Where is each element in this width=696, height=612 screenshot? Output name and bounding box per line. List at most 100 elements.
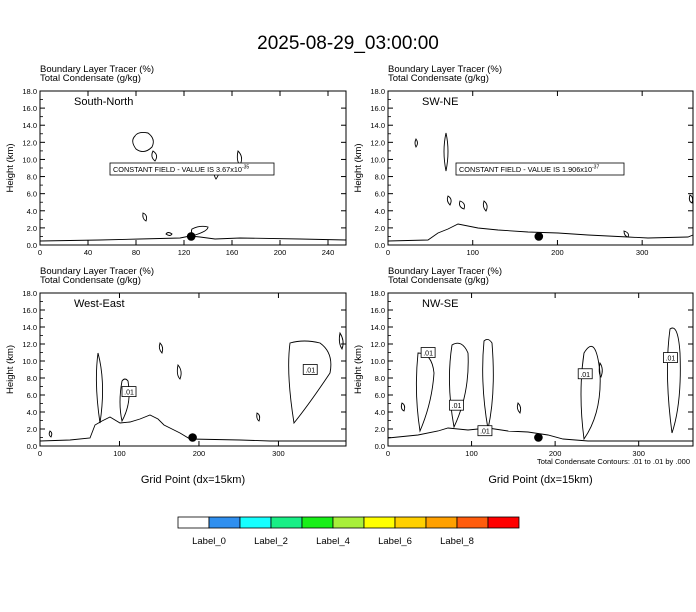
x-axis-label: Grid Point (dx=15km) <box>488 474 592 486</box>
contour-path <box>387 427 693 442</box>
contour-path <box>414 138 418 148</box>
colorbar-label: Label_6 <box>378 536 412 547</box>
contour-path <box>598 361 603 378</box>
chart-panel-2: Boundary Layer Tracer (%)Total Condensat… <box>353 64 694 257</box>
y-tick-label: 0.0 <box>27 442 37 451</box>
contour-path <box>688 194 694 204</box>
constant-field-exponent: -37 <box>592 165 599 171</box>
colorbar-cell <box>456 516 489 529</box>
panel-header-line2: Total Condensate (g/kg) <box>388 73 489 84</box>
figure-title: 2025-08-29_03:00:00 <box>257 33 439 54</box>
y-tick-label: 18.0 <box>370 87 385 96</box>
y-tick-label: 2.0 <box>375 425 385 434</box>
constant-field-note: CONSTANT FIELD - VALUE IS 1.906x10-37 <box>459 165 599 175</box>
y-tick-label: 6.0 <box>27 391 37 400</box>
y-tick-label: 14.0 <box>370 121 385 130</box>
y-tick-label: 8.0 <box>27 374 37 383</box>
plot-frame <box>39 292 347 447</box>
y-tick-label: 14.0 <box>22 121 37 130</box>
colorbar-label: Label_2 <box>254 536 288 547</box>
colorbar: Label_0 Label_2 Label_4 Label_6 Label_8 <box>177 516 520 547</box>
panel-title: SW-NE <box>422 96 458 108</box>
x-tick-label: 40 <box>84 248 92 257</box>
contour-label: .01 <box>423 351 433 358</box>
y-tick-label: 2.0 <box>375 224 385 233</box>
constant-field-box <box>109 162 275 176</box>
location-marker <box>186 232 196 241</box>
constant-field-note: CONSTANT FIELD - VALUE IS 3.67x10-35 <box>113 165 249 175</box>
y-tick-label: 0.0 <box>27 241 37 250</box>
y-tick-label: 12.0 <box>370 340 385 349</box>
y-axis-label: Height (km) <box>5 345 16 394</box>
contour-lines <box>387 132 694 242</box>
contour-label-box <box>663 352 678 364</box>
contour-footnote: Total Condensate Contours: .01 to .01 by… <box>537 457 690 466</box>
contour-path <box>95 352 104 424</box>
colorbar-cell <box>177 516 210 529</box>
contour-path <box>666 327 681 434</box>
x-tick-label: 0 <box>386 449 390 458</box>
y-tick-label: 12.0 <box>22 138 37 147</box>
contour-lines <box>387 327 693 442</box>
panel-header-line2: Total Condensate (g/kg) <box>40 275 141 286</box>
x-tick-label: 200 <box>549 449 562 458</box>
y-tick-label: 0.0 <box>375 442 385 451</box>
contour-path <box>459 200 465 210</box>
x-tick-label: 100 <box>113 449 126 458</box>
panel-header-line1: Boundary Layer Tracer (%) <box>40 266 154 277</box>
x-tick-label: 200 <box>274 248 287 257</box>
y-tick-label: 4.0 <box>375 207 385 216</box>
contour-label-box <box>121 386 137 398</box>
colorbar-cell <box>425 516 458 529</box>
y-tick-label: 16.0 <box>22 306 37 315</box>
contour-path <box>176 363 182 380</box>
panel-header-line1: Boundary Layer Tracer (%) <box>388 64 502 75</box>
contour-label: .01 <box>580 372 590 379</box>
panel-header-line2: Total Condensate (g/kg) <box>388 275 489 286</box>
y-tick-label: 0.0 <box>375 241 385 250</box>
contour-path <box>165 232 173 236</box>
contour-path <box>580 345 601 441</box>
contour-path <box>151 150 158 162</box>
colorbar-cell <box>394 516 427 529</box>
x-tick-label: 80 <box>132 248 140 257</box>
colorbar-cell <box>301 516 334 529</box>
x-tick-label: 0 <box>38 248 42 257</box>
contour-path <box>132 131 154 152</box>
contour-path <box>338 331 344 350</box>
colorbar-cell <box>487 516 520 529</box>
y-tick-label: 6.0 <box>27 190 37 199</box>
contour-label: .01 <box>480 429 490 436</box>
panel-title: West-East <box>74 298 125 310</box>
y-tick-label: 18.0 <box>22 87 37 96</box>
contour-lines <box>39 331 346 442</box>
colorbar-label: Label_8 <box>440 536 474 547</box>
y-tick-label: 10.0 <box>22 155 37 164</box>
x-tick-label: 200 <box>551 248 564 257</box>
x-tick-label: 300 <box>272 449 285 458</box>
y-tick-label: 8.0 <box>375 173 385 182</box>
contour-label-box <box>302 364 318 375</box>
y-tick-label: 6.0 <box>375 190 385 199</box>
contour-path <box>256 412 261 422</box>
contour-label: .01 <box>305 368 315 375</box>
contour-path <box>415 352 435 433</box>
contour-path <box>482 200 488 212</box>
contour-path <box>516 402 522 414</box>
y-tick-label: 4.0 <box>27 207 37 216</box>
y-tick-label: 10.0 <box>370 155 385 164</box>
contour-path <box>387 223 694 242</box>
x-tick-label: 300 <box>632 449 645 458</box>
chart-panel-4: Boundary Layer Tracer (%)Total Condensat… <box>353 266 694 486</box>
panel-header-line2: Total Condensate (g/kg) <box>40 73 141 84</box>
y-axis-label: Height (km) <box>5 143 16 192</box>
y-tick-label: 16.0 <box>370 306 385 315</box>
x-tick-label: 0 <box>386 248 390 257</box>
contour-path <box>443 132 449 172</box>
contour-path <box>119 378 130 423</box>
panels: Boundary Layer Tracer (%)Total Condensat… <box>5 64 694 486</box>
y-tick-label: 8.0 <box>27 173 37 182</box>
contour-path <box>400 402 406 412</box>
chart-panel-1: Boundary Layer Tracer (%)Total Condensat… <box>5 64 347 257</box>
